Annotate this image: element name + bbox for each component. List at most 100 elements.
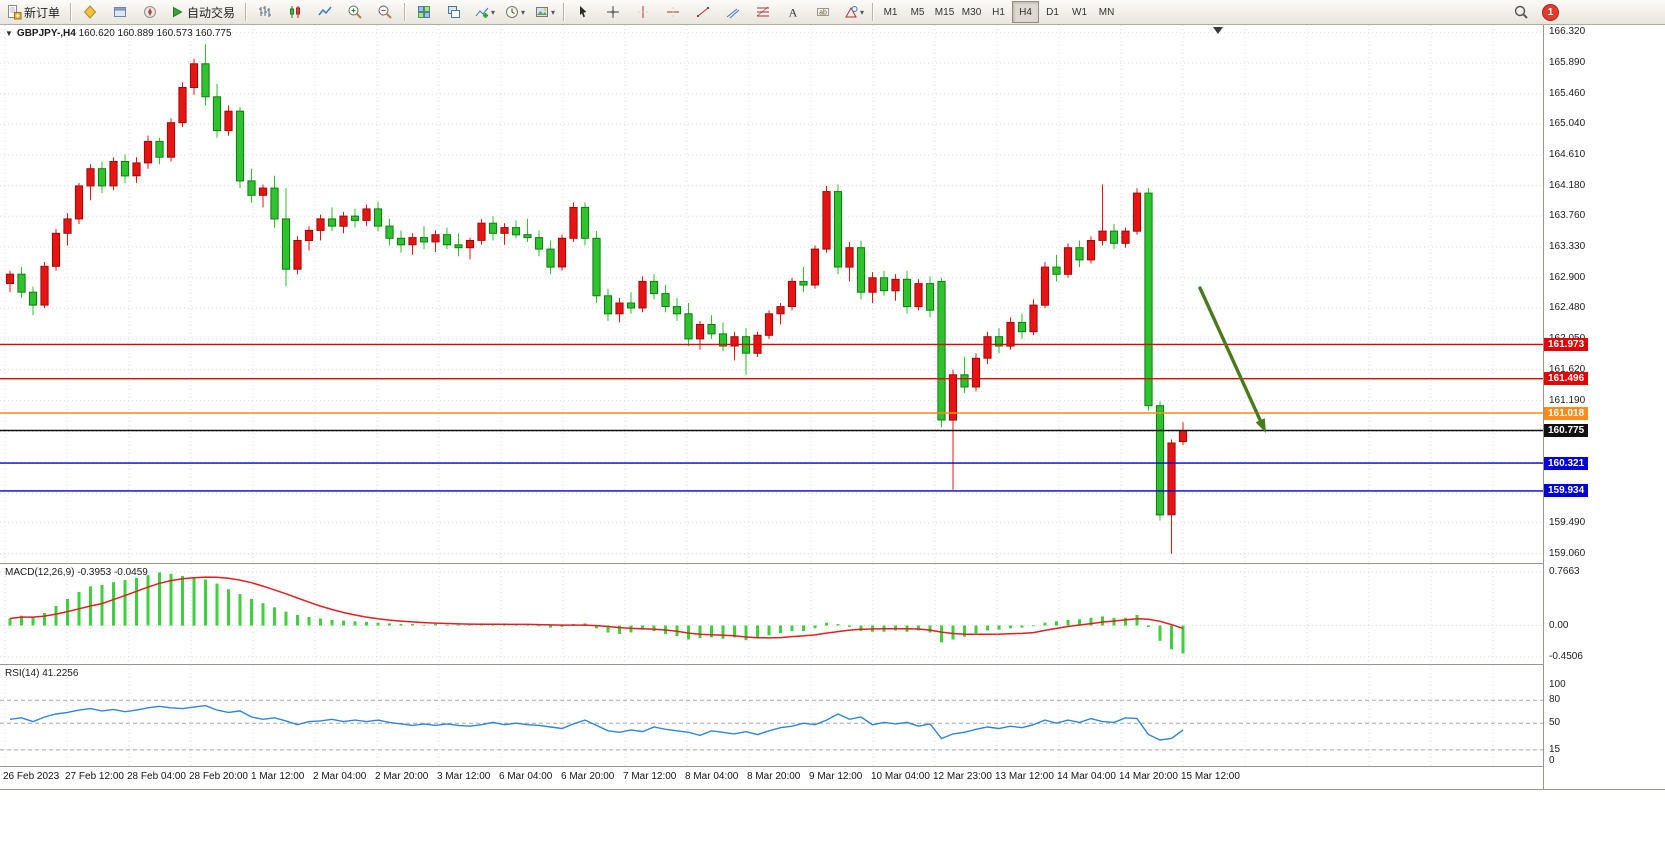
pivot-line-tag: 161.018 xyxy=(1544,407,1589,420)
time-axis-label: 28 Feb 04:00 xyxy=(127,771,186,782)
price-axis-label: 164.180 xyxy=(1549,180,1586,191)
time-axis-label: 9 Mar 12:00 xyxy=(809,771,863,782)
time-axis-label: 10 Mar 04:00 xyxy=(871,771,930,782)
time-axis-label: 8 Mar 20:00 xyxy=(747,771,801,782)
price-axis[interactable]: 166.320 165.890 165.460 165.040 164.610 164.1… xyxy=(1544,25,1665,789)
pane-divider xyxy=(0,766,1665,767)
price-chart-pane: ▼ GBPJPY-,H4 160.620 160.889 160.573 160.… xyxy=(0,25,1543,563)
rsi-canvas[interactable] xyxy=(0,665,1543,766)
price-axis-label: 161.620 xyxy=(1549,364,1586,375)
periods-button[interactable]: ▾ xyxy=(499,0,529,24)
timeframe-m15-button[interactable]: M15 xyxy=(934,6,955,18)
notification-badge[interactable]: 1 xyxy=(1542,3,1559,21)
ohlc-values: 160.620 160.889 160.573 160.775 xyxy=(78,28,232,39)
chart-shift-marker[interactable] xyxy=(1213,27,1223,34)
trend-arrow-annotation[interactable] xyxy=(1198,286,1266,433)
candlestick-button[interactable] xyxy=(280,0,310,24)
candles xyxy=(5,44,1188,554)
new-order-icon xyxy=(5,4,22,21)
bar-chart-button[interactable] xyxy=(250,0,280,24)
toolbar-group-insert: ▾ ▾ ▾ xyxy=(469,0,559,24)
time-axis-label: 13 Mar 12:00 xyxy=(995,771,1054,782)
timeframe-m5-button[interactable]: M5 xyxy=(910,6,925,18)
timeframe-switcher: M1 M5 M15 M30 H1 H4 D1 W1 MN xyxy=(877,0,1120,24)
timeframe-m1-button[interactable]: M1 xyxy=(883,6,898,18)
rsi-line xyxy=(9,704,1184,741)
timeframe-m30-button[interactable]: M30 xyxy=(961,6,982,18)
time-axis-label: 27 Feb 12:00 xyxy=(65,771,124,782)
time-axis-label: 15 Mar 12:00 xyxy=(1181,771,1240,782)
chevron-down-icon[interactable]: ▼ xyxy=(5,29,13,38)
rsi-axis-label: 50 xyxy=(1549,717,1561,728)
macd-axis-label: 0.00 xyxy=(1549,620,1569,631)
new-order-button[interactable]: 新订单 xyxy=(2,0,66,24)
macd-canvas[interactable] xyxy=(0,564,1543,664)
toolbar-separator xyxy=(563,3,565,21)
zoom-out-icon xyxy=(377,4,394,21)
rsi-name: RSI(14) xyxy=(5,668,40,679)
vertical-line-button[interactable] xyxy=(628,0,658,24)
timeframe-mn-button[interactable]: MN xyxy=(1098,6,1115,18)
navigator-button[interactable] xyxy=(135,0,165,24)
new-order-label: 新订单 xyxy=(24,5,61,20)
zoom-in-button[interactable] xyxy=(340,0,370,24)
text-label-button[interactable]: ab xyxy=(808,0,838,24)
zoom-out-button[interactable] xyxy=(370,0,400,24)
axis-separator xyxy=(1543,25,1544,789)
cursor-button[interactable] xyxy=(568,0,598,24)
time-axis-label: 6 Mar 20:00 xyxy=(561,771,615,782)
time-axis-label: 6 Mar 04:00 xyxy=(499,771,553,782)
crosshair-button[interactable] xyxy=(598,0,628,24)
rsi-pane: RSI(14) 41.2256 xyxy=(0,665,1543,766)
timeframe-w1-button[interactable]: W1 xyxy=(1072,6,1088,18)
price-chart-canvas[interactable] xyxy=(0,25,1543,563)
pane-divider[interactable] xyxy=(0,563,1665,564)
indicators-button[interactable]: ▾ xyxy=(469,0,499,24)
time-axis-label: 8 Mar 04:00 xyxy=(685,771,739,782)
current-price-tag: 160.775 xyxy=(1544,424,1589,437)
price-axis-label: 165.890 xyxy=(1549,57,1586,68)
market-watch-icon xyxy=(82,4,99,21)
navigator-icon xyxy=(142,4,159,21)
line-chart-button[interactable] xyxy=(310,0,340,24)
grid xyxy=(4,665,1494,766)
timeframe-h1-button[interactable]: H1 xyxy=(992,6,1005,18)
rsi-readout: 41.2256 xyxy=(42,668,79,679)
channel-button[interactable] xyxy=(718,0,748,24)
search-button[interactable] xyxy=(1506,0,1536,24)
data-window-button[interactable] xyxy=(105,0,135,24)
timeframe-h4-button[interactable]: H4 xyxy=(1012,1,1040,23)
time-axis-label: 2 Mar 04:00 xyxy=(313,771,367,782)
macd-readout: -0.3953 -0.0459 xyxy=(77,567,148,578)
cascade-windows-button[interactable] xyxy=(439,0,469,24)
toolbar-separator xyxy=(245,3,247,21)
tile-windows-button[interactable] xyxy=(409,0,439,24)
macd-pane: MACD(12,26,9) -0.3953 -0.0459 xyxy=(0,564,1543,664)
text-button[interactable]: A xyxy=(778,0,808,24)
trendline-button[interactable] xyxy=(688,0,718,24)
chevron-down-icon: ▾ xyxy=(551,7,556,17)
timeframe-d1-button[interactable]: D1 xyxy=(1046,6,1059,18)
toolbar-separator xyxy=(70,3,72,21)
time-axis-label: 2 Mar 20:00 xyxy=(375,771,429,782)
trendline-icon xyxy=(695,4,712,21)
fibonacci-button[interactable] xyxy=(748,0,778,24)
price-axis-label: 165.040 xyxy=(1549,118,1586,129)
toolbar-separator xyxy=(404,3,406,21)
shapes-button[interactable]: ▾ xyxy=(838,0,868,24)
bar-chart-icon xyxy=(257,4,274,21)
text-icon: A xyxy=(785,4,802,21)
pane-divider[interactable] xyxy=(0,664,1665,665)
resistance-2-tag: 161.496 xyxy=(1544,372,1589,385)
horizontal-line-button[interactable] xyxy=(658,0,688,24)
market-watch-button[interactable] xyxy=(75,0,105,24)
indicators-icon xyxy=(473,4,490,21)
autotrading-button[interactable]: 自动交易 xyxy=(165,0,241,24)
support-1-tag: 160.321 xyxy=(1544,457,1589,470)
channel-icon xyxy=(725,4,742,21)
time-axis[interactable]: 26 Feb 2023 27 Feb 12:00 28 Feb 04:00 28 Fe… xyxy=(0,767,1543,789)
templates-button[interactable]: ▾ xyxy=(529,0,559,24)
fibonacci-icon xyxy=(755,4,772,21)
time-axis-label: 14 Mar 04:00 xyxy=(1057,771,1116,782)
